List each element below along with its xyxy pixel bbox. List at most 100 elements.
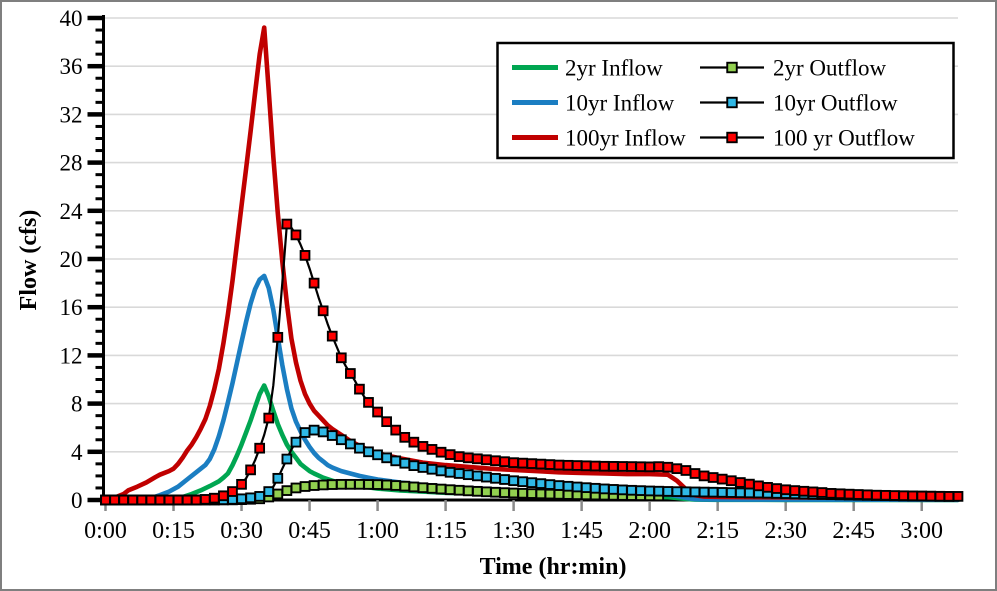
legend-item-100yr-inflow: 100yr Inflow xyxy=(512,126,686,151)
marker-square xyxy=(236,493,247,505)
y-tick-label: 8 xyxy=(71,392,83,417)
marker-square xyxy=(335,434,347,446)
marker-square xyxy=(208,492,220,504)
marker-square xyxy=(335,478,347,490)
marker-square xyxy=(734,477,746,488)
marker-square xyxy=(671,486,683,497)
marker-square xyxy=(653,485,665,497)
marker-square xyxy=(544,479,556,490)
legend-marker-square xyxy=(726,131,738,144)
marker-square xyxy=(453,451,465,462)
marker-square xyxy=(689,486,701,498)
marker-square xyxy=(943,491,955,502)
marker-square xyxy=(744,478,755,490)
marker-square xyxy=(308,424,320,436)
marker-square xyxy=(426,463,438,475)
marker-square xyxy=(825,488,837,499)
marker-square xyxy=(698,470,710,482)
marker-square xyxy=(544,488,556,500)
marker-square xyxy=(499,487,510,498)
x-tick-label: 0:15 xyxy=(152,518,195,544)
legend-label: 10yr Inflow xyxy=(565,91,675,116)
marker-square xyxy=(952,491,964,502)
marker-square xyxy=(635,461,646,473)
marker-square xyxy=(390,455,402,467)
marker-square xyxy=(354,383,365,395)
marker-square xyxy=(444,449,456,460)
marker-square xyxy=(127,494,139,506)
marker-square xyxy=(299,481,311,492)
marker-square xyxy=(417,462,429,473)
marker-square xyxy=(608,484,619,495)
marker-square xyxy=(535,488,547,500)
marker-square xyxy=(190,494,202,506)
legend-box xyxy=(496,41,955,160)
marker-square xyxy=(517,476,529,488)
x-tick-label: 2:45 xyxy=(832,518,875,544)
marker-square xyxy=(644,461,655,473)
marker-square xyxy=(580,460,592,472)
marker-square xyxy=(734,487,746,499)
y-tick-label: 28 xyxy=(60,151,83,176)
marker-square xyxy=(435,446,447,458)
marker-square xyxy=(508,487,519,499)
marker-square xyxy=(671,463,683,475)
y-tick-label: 12 xyxy=(60,343,83,368)
marker-square xyxy=(254,491,266,502)
marker-square xyxy=(308,480,320,491)
marker-square xyxy=(680,486,692,498)
marker-square xyxy=(326,479,338,490)
marker-square xyxy=(326,430,338,441)
x-tick-label: 2:00 xyxy=(628,518,671,544)
legend-marker-square xyxy=(726,96,738,109)
marker-square xyxy=(481,486,492,498)
marker-square xyxy=(245,464,256,476)
marker-square xyxy=(181,494,193,506)
marker-square xyxy=(453,484,465,496)
marker-square xyxy=(281,218,293,230)
x-tick-label: 1:15 xyxy=(424,518,467,544)
marker-square xyxy=(562,480,574,492)
marker-square xyxy=(444,466,456,478)
marker-square xyxy=(807,486,819,498)
marker-square xyxy=(263,486,275,497)
y-tick-label: 20 xyxy=(60,247,83,272)
marker-square xyxy=(798,485,810,497)
marker-square xyxy=(780,484,792,496)
marker-square xyxy=(490,455,501,467)
y-tick-label: 24 xyxy=(60,199,84,224)
marker-square xyxy=(816,487,828,498)
legend-label: 2yr Outflow xyxy=(773,56,886,81)
marker-square xyxy=(245,492,256,504)
marker-square xyxy=(199,494,211,505)
marker-square xyxy=(100,494,111,506)
marker-square xyxy=(481,454,492,466)
marker-square xyxy=(290,482,302,494)
marker-square xyxy=(898,490,909,502)
legend-item-2yr-inflow: 2yr Inflow xyxy=(512,56,663,81)
marker-square xyxy=(408,436,420,448)
legend-label: 10yr Outflow xyxy=(773,91,898,116)
marker-square xyxy=(453,468,465,479)
marker-square xyxy=(136,494,148,506)
marker-square xyxy=(354,442,365,454)
marker-square xyxy=(263,412,275,424)
marker-square xyxy=(236,478,247,490)
marker-square xyxy=(499,456,510,468)
marker-square xyxy=(317,305,329,317)
y-tick-label: 4 xyxy=(71,440,83,465)
y-tick-label: 16 xyxy=(60,295,83,320)
marker-square xyxy=(290,229,302,241)
marker-square xyxy=(843,488,855,500)
marker-square xyxy=(662,486,674,497)
marker-square xyxy=(390,480,402,491)
marker-square xyxy=(172,494,184,506)
marker-square xyxy=(934,490,946,502)
marker-square xyxy=(526,477,538,488)
legend-label: 2yr Inflow xyxy=(565,56,663,81)
legend: 2yr Inflow 10yr Inflow 100yr Inflow 2yr Out… xyxy=(496,41,955,160)
marker-square xyxy=(617,461,628,472)
legend-item-2yr-outflow: 2yr Outflow xyxy=(700,56,886,81)
x-tick-label: 1:45 xyxy=(560,518,603,544)
marker-square xyxy=(553,459,565,471)
